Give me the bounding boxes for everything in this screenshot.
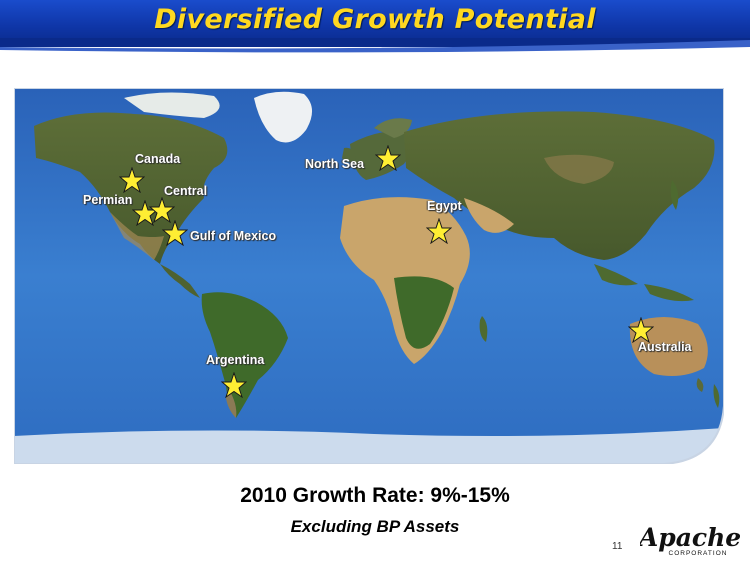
label-central: Central [164, 184, 208, 198]
star-argentina-icon [221, 372, 247, 398]
star-canada-icon [119, 167, 145, 193]
label-permian: Permian [83, 193, 133, 207]
growth-rate-subtitle: Excluding BP Assets [290, 517, 460, 536]
svg-text:Apache: Apache [640, 523, 740, 552]
apache-logo: Apache CORPORATION [640, 523, 740, 557]
star-central-icon [149, 197, 175, 223]
label-canada: Canada [135, 152, 181, 166]
star-australia-icon [628, 317, 654, 343]
svg-text:CORPORATION: CORPORATION [669, 550, 728, 557]
label-egypt: Egypt [427, 199, 462, 213]
world-map: Canada Permian Central Gulf of Mexico No… [14, 88, 724, 464]
slide-title: Diversified Growth Potential [154, 4, 596, 35]
star-egypt-icon [426, 218, 452, 244]
banner-curve [0, 38, 750, 53]
growth-rate-heading: 2010 Growth Rate: 9%-15% [240, 484, 510, 507]
star-north-sea-icon [375, 145, 401, 171]
page-number: 11 [612, 541, 623, 552]
star-gulf-of-mexico-icon [162, 220, 188, 246]
label-australia: Australia [638, 340, 692, 354]
label-argentina: Argentina [206, 353, 265, 367]
world-map-image [14, 88, 724, 464]
label-north-sea: North Sea [305, 157, 365, 171]
label-gulf-of-mexico: Gulf of Mexico [190, 229, 277, 243]
